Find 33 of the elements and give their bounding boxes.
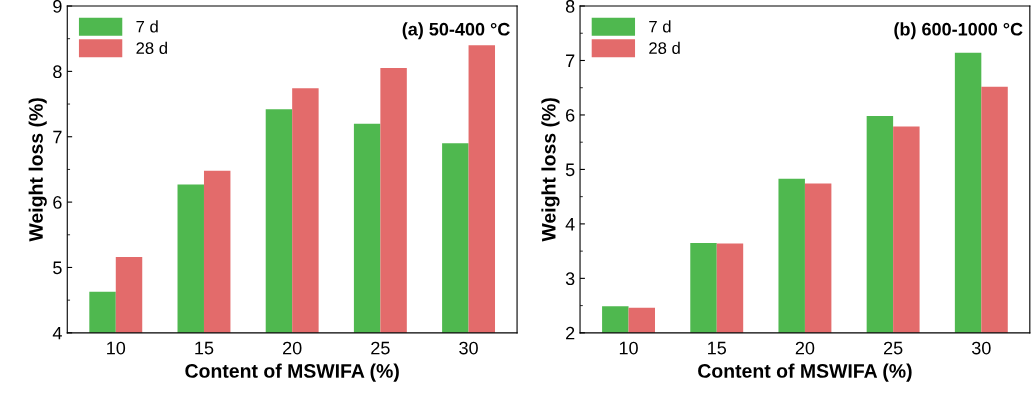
legend-label: 28 d xyxy=(649,41,680,55)
x-tick-label: 20 xyxy=(795,341,815,355)
x-tick-label: 30 xyxy=(971,341,991,355)
y-tick-label: 4 xyxy=(52,326,62,340)
y-tick-label: 3 xyxy=(565,272,575,286)
y-tick-label: 9 xyxy=(53,0,62,13)
x-tick-label: 30 xyxy=(459,341,478,355)
legend-label: 7 d xyxy=(649,20,671,33)
legend-label: 7 d xyxy=(136,20,158,33)
y-tick-label: 5 xyxy=(565,163,575,177)
y-tick-label: 5 xyxy=(53,261,62,275)
x-tick-label: 15 xyxy=(195,341,214,355)
x-axis-title: Content of MSWIFA (%) xyxy=(698,363,912,382)
x-tick-label: 10 xyxy=(107,341,126,355)
y-tick-label: 8 xyxy=(53,65,62,79)
x-tick-label: 10 xyxy=(619,341,638,355)
legend-label: 28 d xyxy=(136,41,167,55)
y-tick-label: 6 xyxy=(53,196,62,209)
text: (a) 50-400 °C xyxy=(402,22,510,40)
x-tick-label: 25 xyxy=(883,341,903,355)
y-tick-label: 4 xyxy=(565,218,575,231)
x-tick-label: 15 xyxy=(708,341,727,355)
y-tick-label: 7 xyxy=(53,130,62,144)
y-tick-label: 2 xyxy=(566,326,575,340)
y-tick-label: 7 xyxy=(566,54,575,68)
y-axis-title: Weight loss (%) xyxy=(541,98,560,242)
y-tick-label: 6 xyxy=(566,108,575,122)
x-axis-title: Content of MSWIFA (%) xyxy=(185,363,399,382)
y-axis-title: Weight loss (%) xyxy=(28,98,47,242)
x-tick-label: 25 xyxy=(371,341,390,355)
x-tick-label: 20 xyxy=(283,341,302,355)
text: (b) 600-1000 °C xyxy=(894,22,1023,40)
y-tick-label: 8 xyxy=(565,0,575,13)
